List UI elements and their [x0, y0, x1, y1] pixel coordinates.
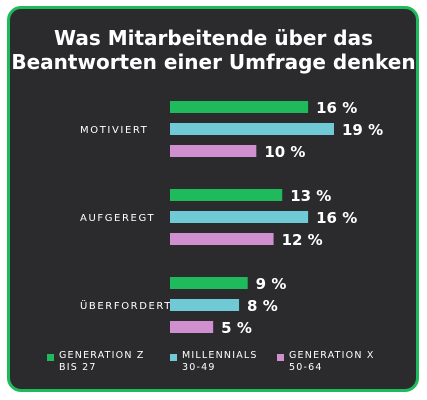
- legend-swatch: [277, 354, 284, 361]
- data-label: 9 %: [256, 275, 287, 293]
- data-label: 19 %: [342, 121, 383, 139]
- chart-title-line-2: Beantworten einer Umfrage denken: [11, 50, 416, 74]
- data-label: 16 %: [316, 209, 357, 227]
- bar: [170, 145, 257, 157]
- legend-swatch: [47, 354, 54, 361]
- bar: [170, 211, 309, 223]
- chart-title: Was Mitarbeitende über das Beantworten e…: [0, 26, 427, 74]
- category-label: ÜBERFORDERT: [80, 299, 172, 312]
- legend-label: 30-49: [182, 362, 216, 373]
- legend-label: 50-64: [289, 362, 323, 373]
- bar: [170, 299, 240, 311]
- legend-label: MILLENNIALS: [182, 350, 258, 361]
- bar: [170, 233, 274, 245]
- bar: [170, 189, 283, 201]
- data-label: 8 %: [247, 297, 278, 315]
- legend-swatch: [170, 354, 177, 361]
- legend-label: GENERATION X: [289, 350, 375, 361]
- bar: [170, 101, 309, 113]
- legend-label: GENERATION Z: [59, 350, 145, 361]
- category-label: AUFGEREGT: [80, 213, 155, 224]
- data-label: 5 %: [221, 319, 252, 337]
- category-label: MOTIVIERT: [80, 125, 148, 136]
- legend-label: BIS 27: [59, 362, 97, 373]
- bar: [170, 123, 334, 135]
- data-label: 10 %: [264, 143, 305, 161]
- chart-title-line-1: Was Mitarbeitende über das: [54, 26, 373, 50]
- bar: [170, 321, 214, 333]
- data-label: 13 %: [290, 187, 331, 205]
- bar: [170, 277, 248, 289]
- data-label: 16 %: [316, 99, 357, 117]
- data-label: 12 %: [282, 231, 323, 249]
